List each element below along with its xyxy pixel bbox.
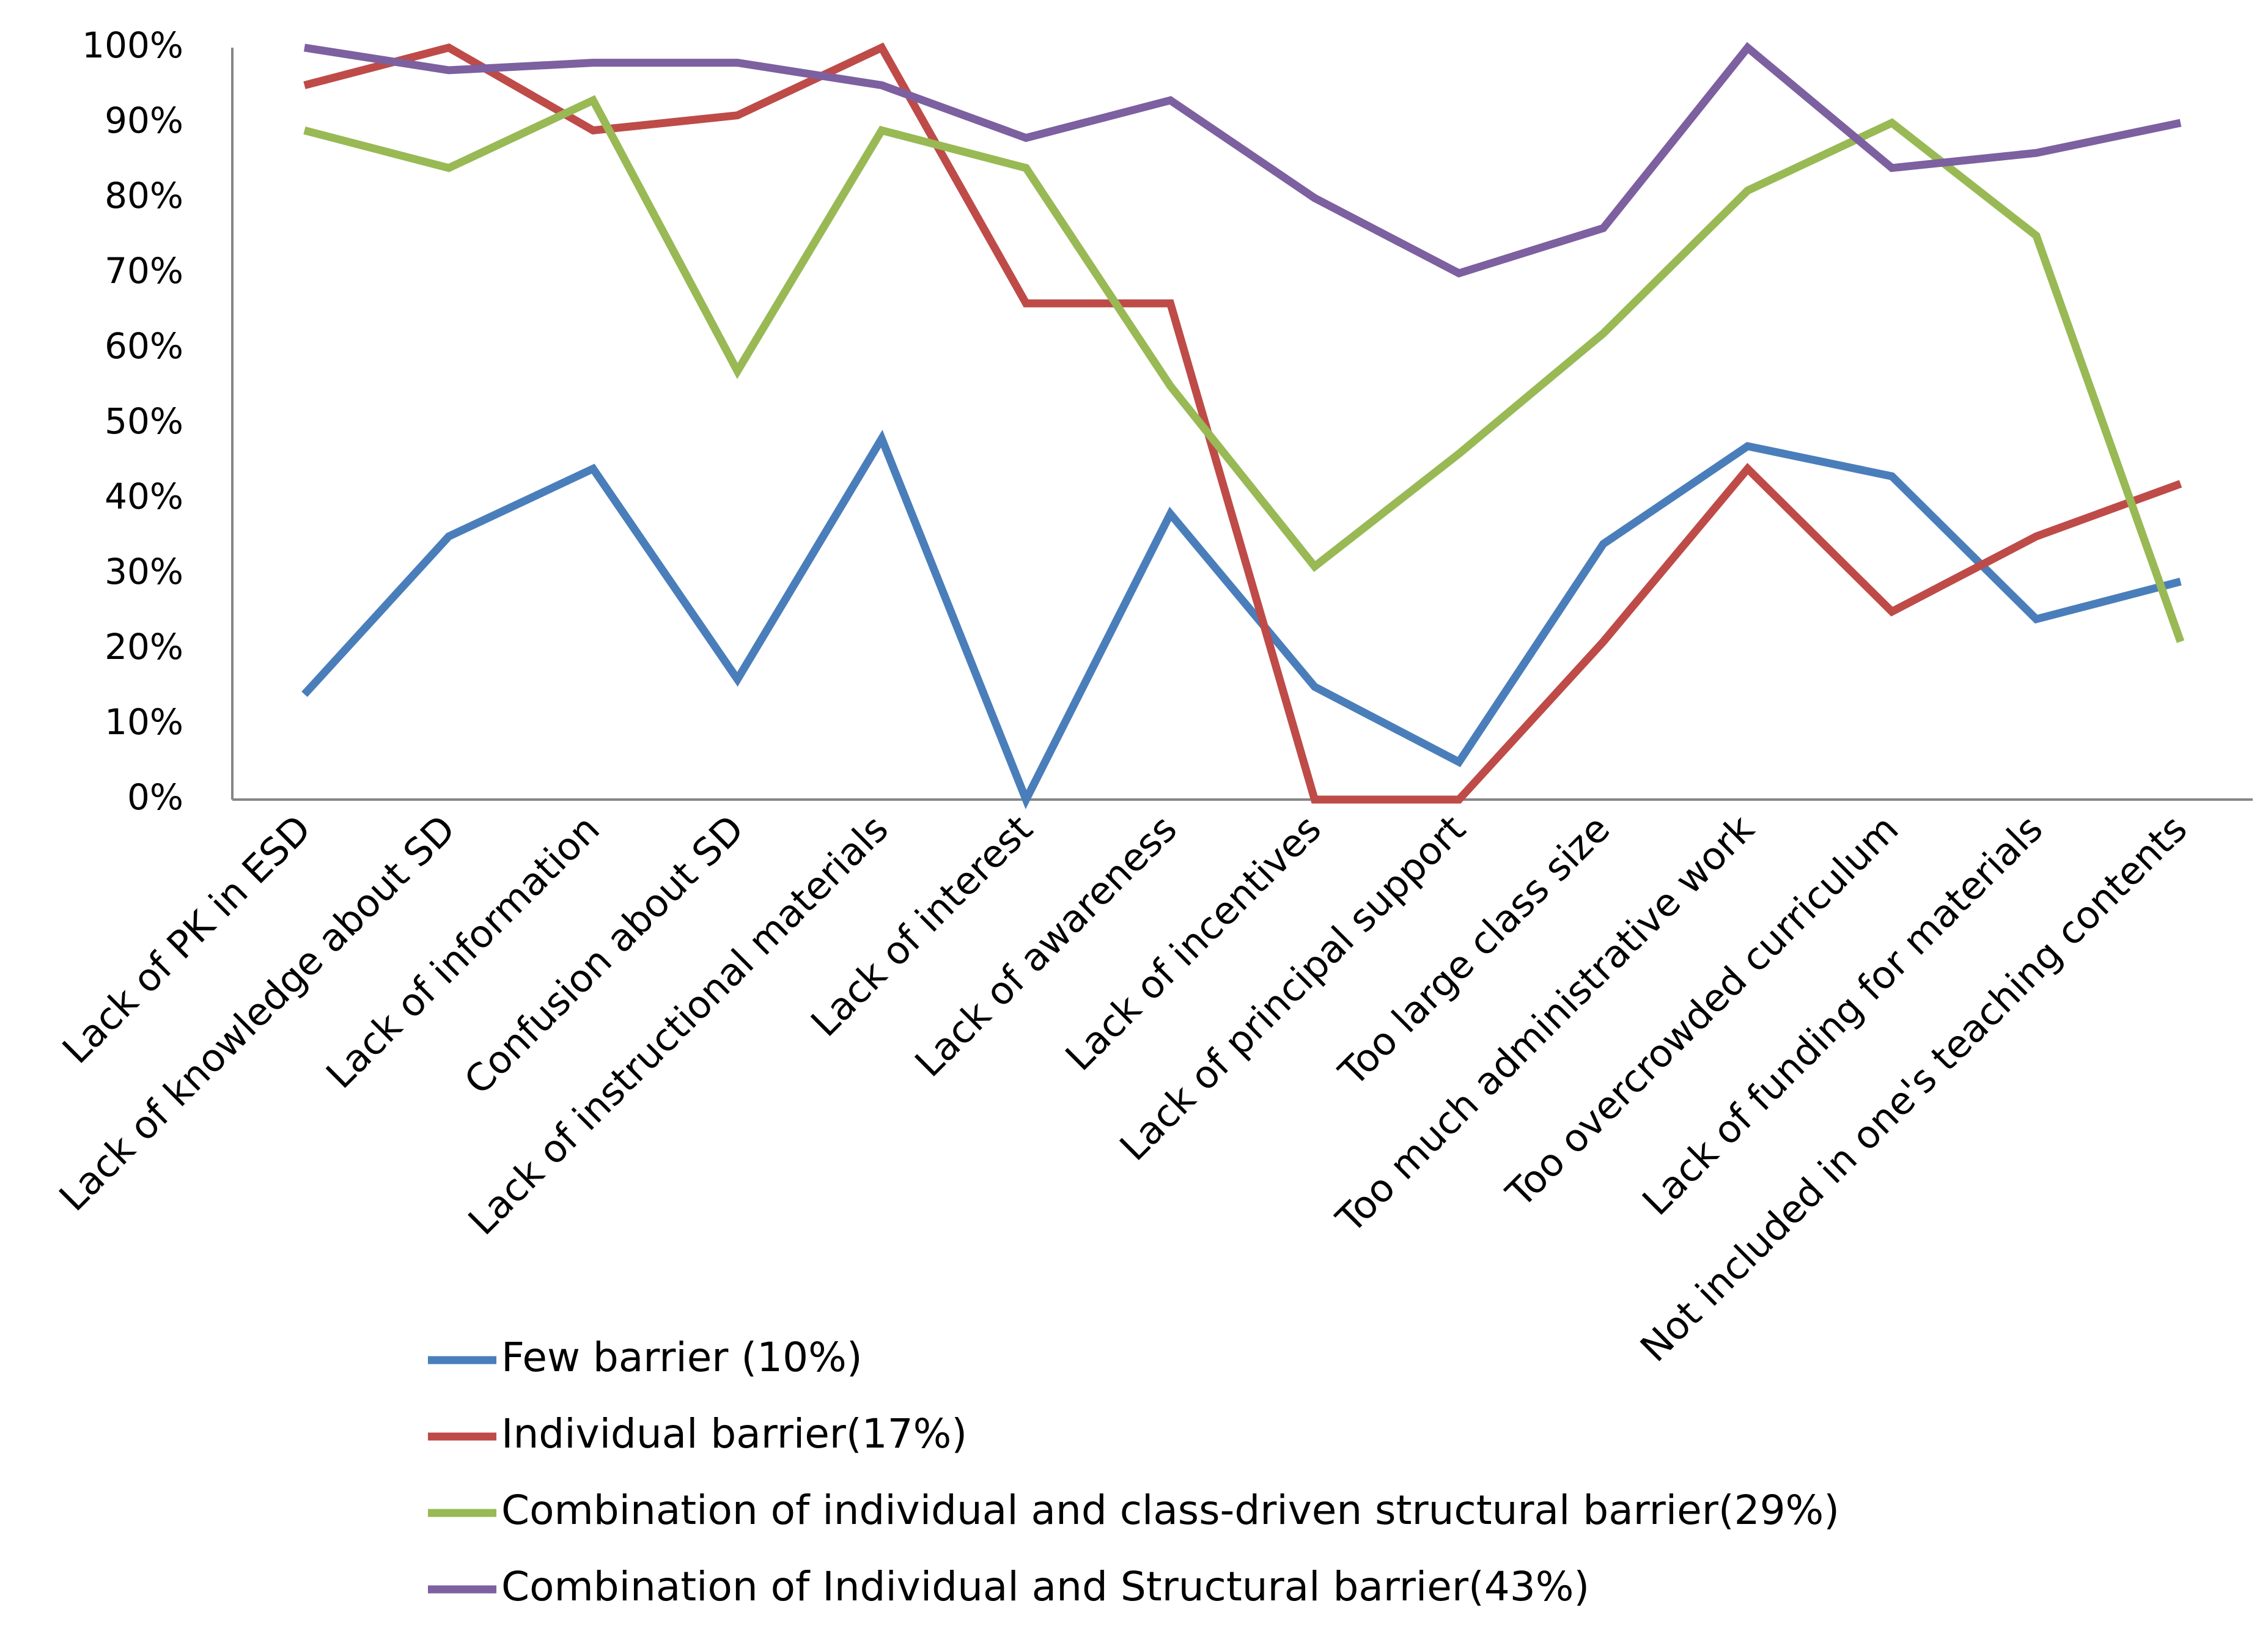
series-line-3 — [303, 95, 2185, 643]
y-tick-label: 90% — [105, 100, 183, 141]
x-category-label: Confusion about SD — [455, 806, 753, 1103]
y-tick-label: 70% — [105, 250, 183, 292]
legend-item: Few barrier (10%) — [428, 1334, 863, 1381]
legend-label: Combination of Individual and Structural… — [501, 1563, 1589, 1610]
y-tick-label: 10% — [105, 701, 183, 743]
y-tick-labels: 0% 10% 20% 30% 40% 50% 60% 70% 80% 90% 100% — [82, 24, 183, 818]
legend-item: Individual barrier(17%) — [428, 1410, 967, 1457]
x-category-label: Lack of awareness — [906, 806, 1185, 1086]
series-line-2 — [303, 42, 2182, 804]
series-line-4 — [303, 42, 2182, 278]
legend-label: Few barrier (10%) — [501, 1334, 863, 1381]
y-tick-label: 60% — [105, 325, 183, 367]
x-category-label: Lack of PK in ESD — [54, 806, 320, 1072]
legend-item: Combination of Individual and Structural… — [428, 1563, 1589, 1610]
legend: Few barrier (10%) Individual barrier(17%)… — [428, 1334, 1839, 1610]
x-category-label: Not included in one's teaching contents — [1632, 806, 2196, 1371]
y-tick-label: 100% — [82, 24, 183, 66]
series-line-1 — [301, 430, 2182, 809]
axes — [231, 48, 2253, 801]
y-tick-label: 20% — [105, 626, 183, 668]
series-lines — [301, 42, 2185, 809]
x-category-label: Lack of information — [317, 806, 608, 1097]
y-tick-label: 0% — [127, 776, 183, 818]
x-category-label: Too large class size — [1330, 806, 1618, 1095]
y-tick-label: 30% — [105, 551, 183, 592]
x-category-label: Lack of incentives — [1057, 806, 1330, 1079]
y-tick-label: 80% — [105, 175, 183, 216]
y-tick-label: 50% — [105, 400, 183, 442]
legend-item: Combination of individual and class-driv… — [428, 1487, 1839, 1534]
y-tick-label: 40% — [105, 476, 183, 517]
legend-label: Combination of individual and class-driv… — [501, 1487, 1839, 1534]
legend-label: Individual barrier(17%) — [501, 1410, 967, 1457]
